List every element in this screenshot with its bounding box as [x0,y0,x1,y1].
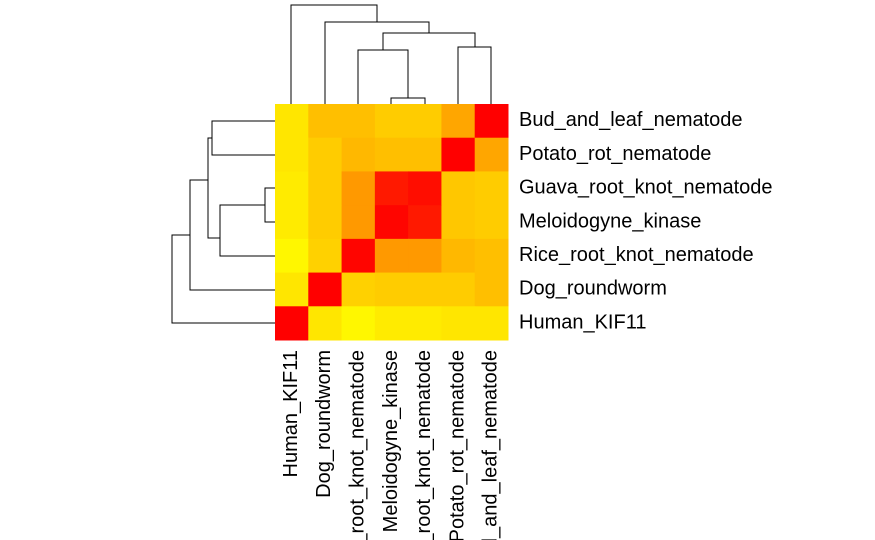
row-label: Guava_root_knot_nematode [519,177,773,199]
column-label: Potato_rot_nematode [446,350,468,540]
row-label: Dog_roundworm [519,278,667,300]
heat-cell [341,171,376,206]
column-label: Rice_root_knot_nematode [346,350,368,540]
heat-cell [308,205,343,240]
heat-cell [275,238,309,274]
heat-cell [374,272,409,307]
heat-cell [308,238,343,274]
heat-cell [374,238,409,274]
heat-cell [374,306,409,341]
column-label: Dog_roundworm [313,350,335,498]
heat-cell [474,306,509,341]
heat-cell [374,104,409,139]
heat-cell [374,171,409,206]
heat-cell [474,238,509,274]
heat-cell [474,104,509,139]
heat-cell [441,272,476,307]
heat-cell [341,205,376,240]
heat-cell [341,137,376,172]
column-dendrogram [290,4,492,104]
heat-cell [474,171,509,206]
heat-cell [441,238,476,274]
row-label: Potato_rot_nematode [519,143,711,165]
heat-cell [308,306,343,341]
row-label: Bud_and_leaf_nematode [519,109,743,131]
heat-cell [441,104,476,139]
heat-cell [441,171,476,206]
heat-cell [408,306,442,341]
heat-cell [275,137,309,172]
heat-cell [341,306,376,341]
heat-cell [474,272,509,307]
heat-cell [275,272,309,307]
heat-cell [341,272,376,307]
heat-cell [374,205,409,240]
heat-cell [474,137,509,172]
column-label: Guava_root_knot_nematode [413,350,435,540]
heat-cell [408,272,442,307]
heat-cell [341,238,376,274]
column-label: Meloidogyne_kinase [380,350,402,532]
column-label: Human_KIF11 [280,350,302,477]
heat-cell [408,238,442,274]
heat-cell [308,272,343,307]
heat-cell [441,306,476,341]
heat-cell [275,104,309,139]
row-label: Human_KIF11 [519,311,646,333]
heat-cell [374,137,409,172]
heat-cell [275,306,309,341]
heat-cell [408,104,442,139]
heat-cell [408,171,442,206]
heat-cell [474,205,509,240]
column-label: Bud_and_leaf_nematode [480,350,502,540]
heat-cell [408,205,442,240]
heat-cell [408,137,442,172]
heat-cell [441,205,476,240]
row-label: Rice_root_knot_nematode [519,244,754,266]
heat-cell [341,104,376,139]
row-dendrogram [171,120,275,324]
heat-cell [441,137,476,172]
heat-cell [308,137,343,172]
heat-cell [308,171,343,206]
heat-cell [275,205,309,240]
row-label: Meloidogyne_kinase [519,210,701,232]
heat-cell [275,171,309,206]
heat-cell [308,104,343,139]
